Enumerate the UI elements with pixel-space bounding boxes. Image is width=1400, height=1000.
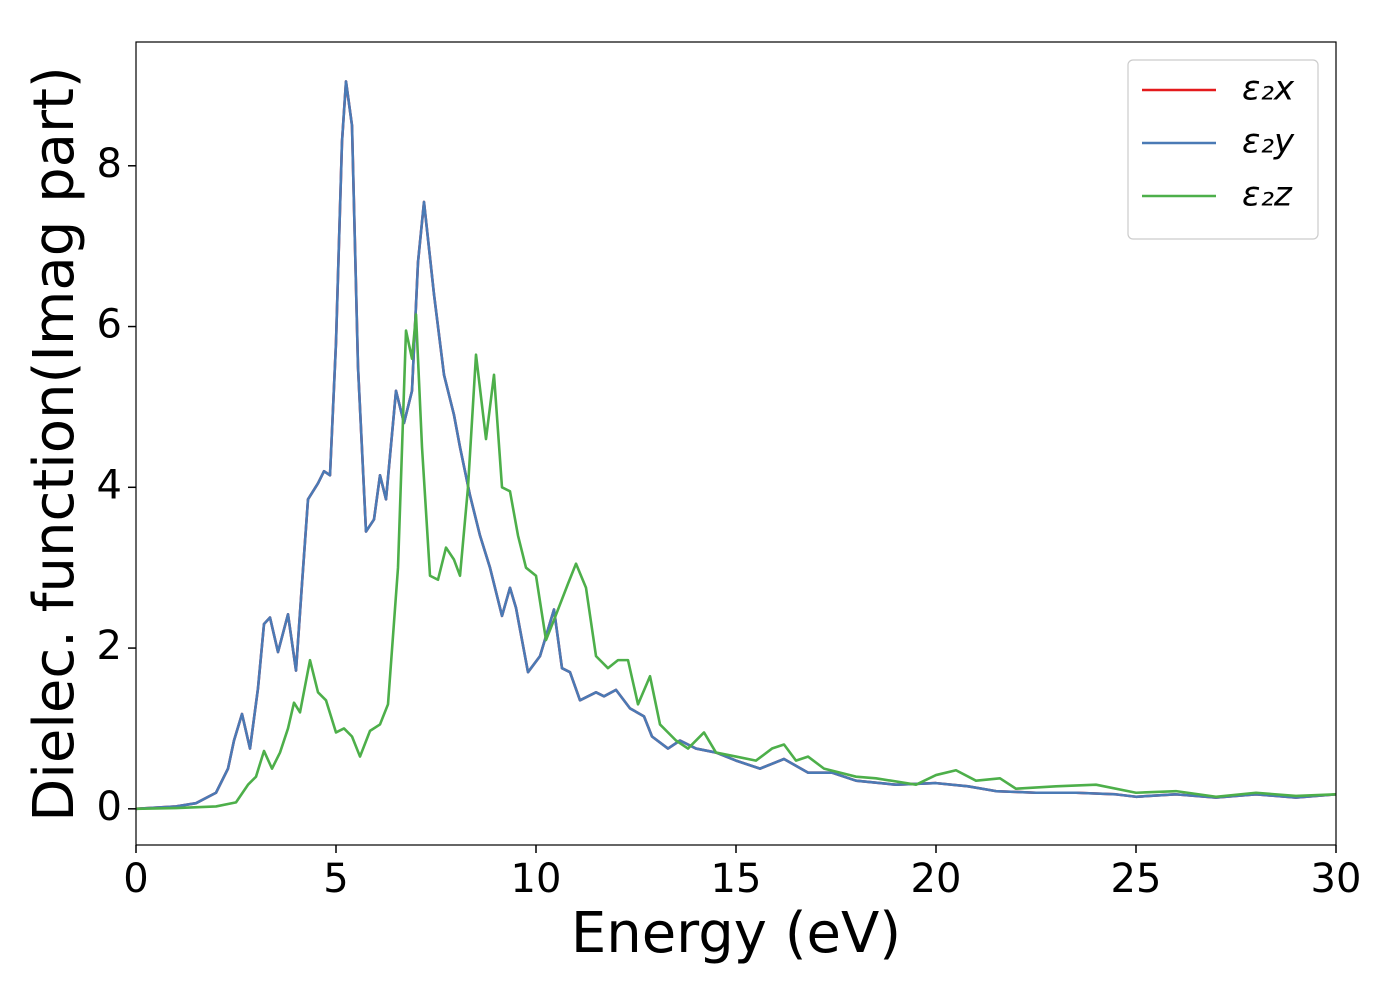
x-tick-label: 30 xyxy=(1311,856,1362,902)
x-tick-label: 15 xyxy=(711,856,762,902)
x-tick-label: 20 xyxy=(911,856,962,902)
y-axis-label: Dielec. function(Imag part) xyxy=(22,66,87,822)
legend-label: ε₂y xyxy=(1242,122,1295,162)
x-axis-label: Energy (eV) xyxy=(571,901,901,966)
y-tick-label: 6 xyxy=(97,302,122,348)
legend-box xyxy=(1127,59,1319,240)
x-tick-label: 5 xyxy=(323,856,348,902)
y-tick-label: 8 xyxy=(97,141,122,187)
y-tick-label: 0 xyxy=(97,784,122,830)
legend-label: ε₂z xyxy=(1242,175,1293,215)
series-line xyxy=(135,313,1337,811)
plot-frame xyxy=(135,41,1337,846)
y-tick-label: 2 xyxy=(97,623,122,669)
x-tick-label: 0 xyxy=(123,856,148,902)
x-tick-label: 10 xyxy=(511,856,562,902)
legend-label: ε₂x xyxy=(1242,69,1295,109)
series-line xyxy=(135,80,1337,811)
x-tick-label: 25 xyxy=(1111,856,1162,902)
y-tick-label: 4 xyxy=(97,462,122,508)
